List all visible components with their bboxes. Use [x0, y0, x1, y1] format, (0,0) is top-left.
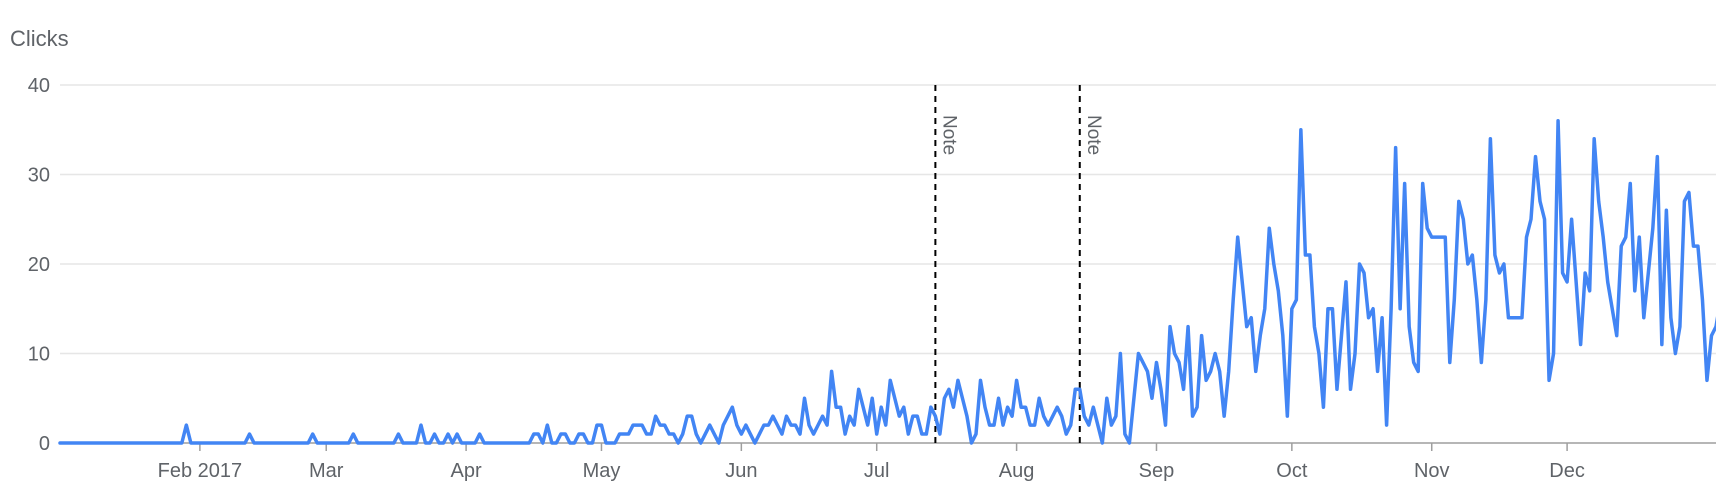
x-tick-label: Jul: [864, 460, 890, 482]
x-tick-label: May: [583, 460, 621, 482]
annotations: Note Note: [934, 85, 1104, 443]
y-tick-label: 20: [28, 254, 50, 276]
x-tick-label: Mar: [309, 460, 344, 482]
y-tick-label: 40: [28, 75, 50, 97]
x-tick-label: Oct: [1276, 460, 1308, 482]
x-tick-label: Apr: [451, 460, 482, 482]
y-axis-title: Clicks: [10, 26, 69, 51]
y-tick-label: 10: [28, 344, 50, 366]
x-tick-label: Feb 2017: [158, 460, 243, 482]
annotation-label: Note: [938, 115, 959, 155]
x-tick-label: Nov: [1414, 460, 1450, 482]
x-tick-label: Aug: [999, 460, 1035, 482]
x-axis: Feb 2017 Mar Apr May Jun Jul Aug Sep Oct Nov Dec: [60, 442, 1716, 482]
series-line: [58, 119, 1716, 445]
gridlines: [60, 84, 1716, 355]
x-tick-label: Dec: [1549, 460, 1585, 482]
x-tick-label: Jun: [725, 460, 757, 482]
y-tick-label: 30: [28, 165, 50, 187]
annotation-label: Note: [1083, 115, 1104, 155]
y-axis-labels: 0 10 20 30 40: [28, 75, 50, 455]
x-tick-label: Sep: [1139, 460, 1175, 482]
y-tick-label: 0: [39, 433, 50, 455]
